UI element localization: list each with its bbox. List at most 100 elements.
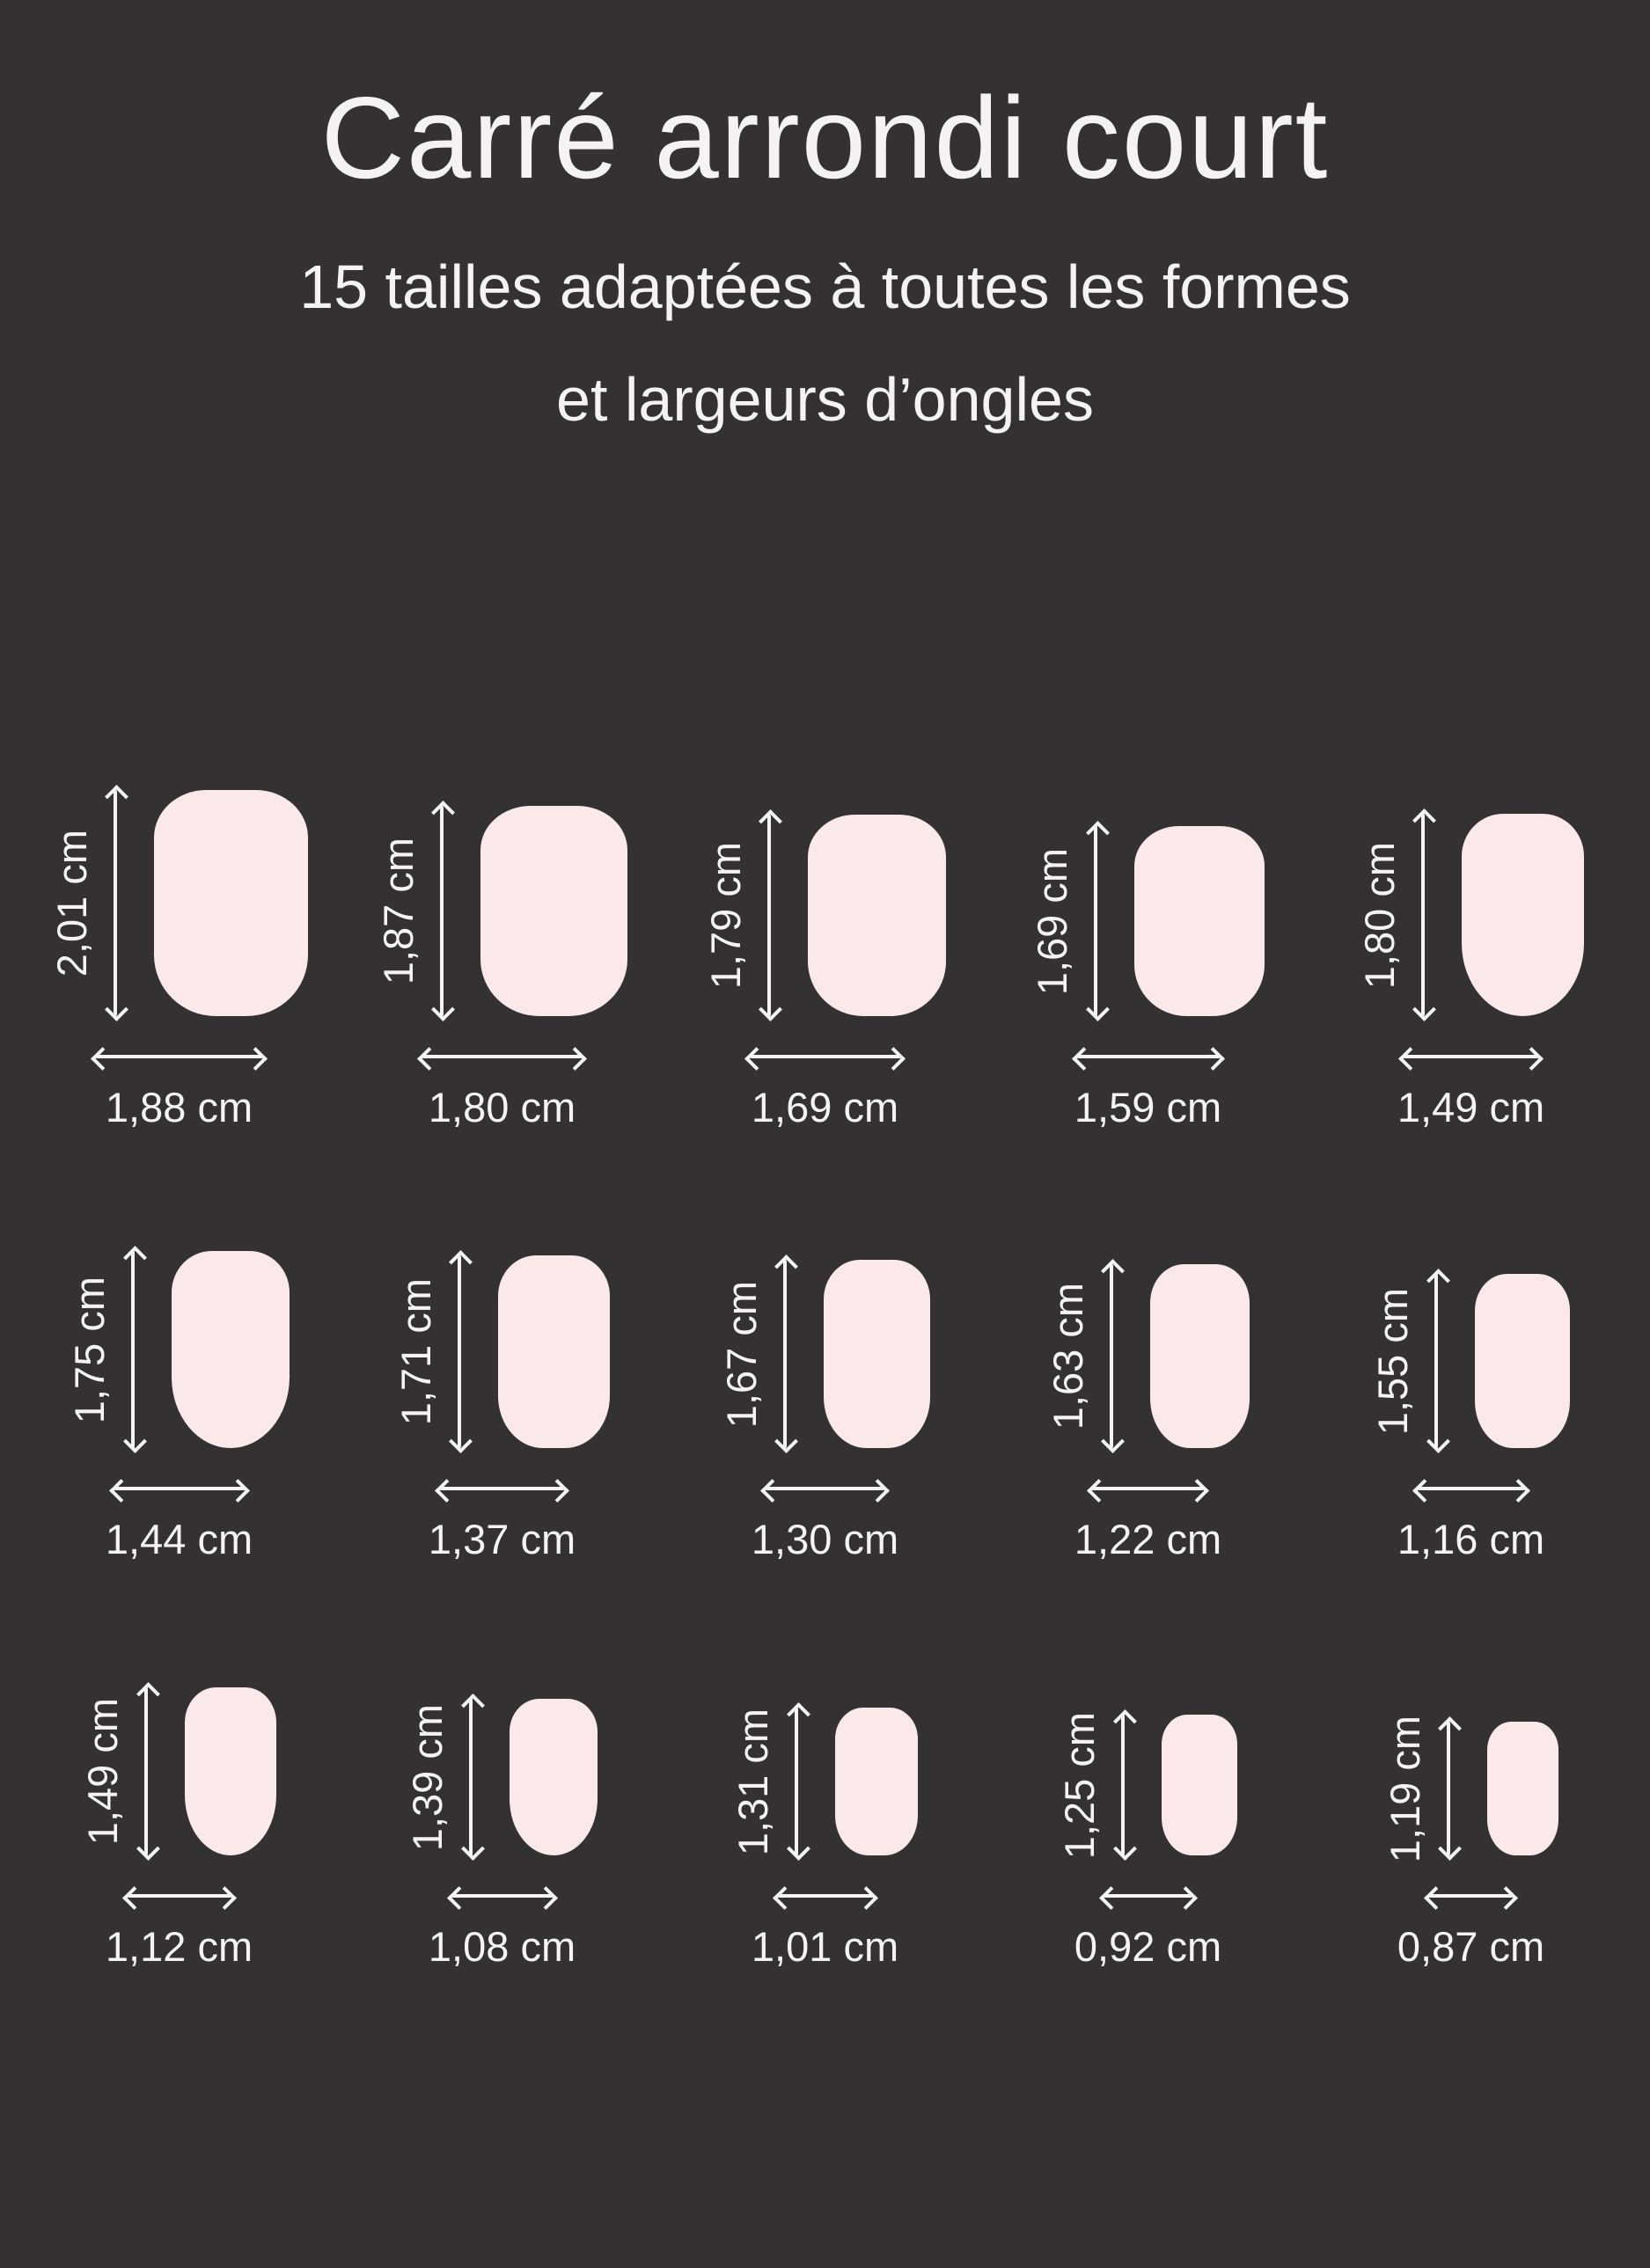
nail-size-cell: 1,55 cm 1,16 cm bbox=[1369, 1274, 1570, 1560]
nail-shape bbox=[1475, 1274, 1570, 1449]
width-label: 1,08 cm bbox=[428, 1923, 576, 1971]
size-row-2: 1,75 cm 1,44 cm 1,71 cm 1,37 cm bbox=[0, 1251, 1650, 1560]
horizontal-arrow-icon bbox=[1404, 1055, 1538, 1059]
width-label: 1,12 cm bbox=[105, 1923, 253, 1971]
subtitle-line-2: et largeurs d’ongles bbox=[556, 365, 1094, 435]
chart-header: Carré arrondi court 15 tailles adaptées … bbox=[0, 69, 1650, 456]
height-measure: 1,63 cm bbox=[1045, 1264, 1113, 1449]
width-label: 1,44 cm bbox=[105, 1516, 253, 1563]
nail-shape bbox=[480, 806, 627, 1017]
nail-shape bbox=[1461, 814, 1584, 1017]
height-label: 1,25 cm bbox=[1056, 1711, 1103, 1859]
vertical-arrow-icon bbox=[782, 1260, 787, 1449]
nail-size-cell: 2,01 cm 1,88 cm bbox=[48, 790, 308, 1131]
height-label: 1,67 cm bbox=[717, 1280, 765, 1428]
measure-group: 1,39 cm bbox=[404, 1699, 598, 1856]
measure-group: 1,19 cm bbox=[1382, 1716, 1558, 1862]
height-label: 1,69 cm bbox=[1029, 847, 1075, 995]
measure-group: 1,79 cm bbox=[702, 815, 946, 1017]
nail-shape bbox=[835, 1708, 918, 1856]
width-label: 1,80 cm bbox=[428, 1084, 576, 1131]
nail-shape bbox=[185, 1687, 276, 1856]
width-label: 1,69 cm bbox=[751, 1084, 899, 1131]
height-label: 1,87 cm bbox=[374, 838, 422, 985]
nail-shape bbox=[807, 815, 946, 1017]
nail-shape bbox=[1486, 1722, 1558, 1856]
horizontal-arrow-icon bbox=[127, 1894, 231, 1899]
height-label: 1,71 cm bbox=[392, 1278, 439, 1426]
measure-group: 1,75 cm bbox=[66, 1251, 290, 1449]
height-label: 1,55 cm bbox=[1369, 1287, 1416, 1435]
height-measure: 1,31 cm bbox=[730, 1708, 798, 1856]
width-label: 1,49 cm bbox=[1397, 1084, 1545, 1131]
height-measure: 1,87 cm bbox=[374, 806, 444, 1017]
vertical-arrow-icon bbox=[1446, 1722, 1450, 1856]
horizontal-arrow-icon bbox=[1417, 1487, 1525, 1491]
measure-group: 1,25 cm bbox=[1056, 1712, 1237, 1859]
vertical-arrow-icon bbox=[457, 1255, 461, 1449]
nail-size-chart: Carré arrondi court 15 tailles adaptées … bbox=[0, 69, 1650, 1967]
nail-size-cell: 1,69 cm 1,59 cm bbox=[1029, 826, 1265, 1128]
horizontal-arrow-icon bbox=[422, 1055, 582, 1059]
horizontal-arrow-icon bbox=[766, 1487, 884, 1491]
height-measure: 1,75 cm bbox=[66, 1251, 135, 1449]
measure-group: 1,80 cm bbox=[1355, 814, 1584, 1017]
height-label: 1,49 cm bbox=[79, 1698, 126, 1846]
vertical-arrow-icon bbox=[1094, 826, 1097, 1017]
width-label: 1,88 cm bbox=[105, 1084, 253, 1131]
vertical-arrow-icon bbox=[795, 1708, 798, 1856]
vertical-arrow-icon bbox=[113, 790, 117, 1017]
nail-size-cell: 1,67 cm 1,30 cm bbox=[717, 1260, 930, 1563]
horizontal-arrow-icon bbox=[777, 1894, 873, 1899]
measure-group: 1,55 cm bbox=[1369, 1274, 1570, 1449]
size-row-3: 1,49 cm 1,12 cm 1,39 cm 1,08 cm bbox=[0, 1687, 1650, 1967]
nail-size-cell: 1,31 cm 1,01 cm bbox=[730, 1708, 918, 1967]
nail-size-cell: 1,87 cm 1,80 cm bbox=[374, 806, 627, 1131]
vertical-arrow-icon bbox=[131, 1251, 135, 1449]
vertical-arrow-icon bbox=[439, 806, 444, 1017]
height-measure: 1,19 cm bbox=[1382, 1716, 1450, 1862]
height-measure: 1,49 cm bbox=[79, 1687, 148, 1856]
measure-group: 1,49 cm bbox=[79, 1687, 276, 1856]
horizontal-arrow-icon bbox=[451, 1894, 553, 1899]
measure-group: 1,67 cm bbox=[717, 1260, 930, 1449]
height-label: 1,31 cm bbox=[730, 1708, 776, 1855]
width-label: 1,37 cm bbox=[428, 1516, 576, 1563]
nail-size-cell: 1,49 cm 1,12 cm bbox=[79, 1687, 276, 1971]
horizontal-arrow-icon bbox=[1104, 1894, 1192, 1899]
nail-shape bbox=[510, 1699, 598, 1856]
horizontal-arrow-icon bbox=[96, 1055, 262, 1059]
page-title: Carré arrondi court bbox=[320, 73, 1330, 202]
height-measure: 1,71 cm bbox=[392, 1255, 461, 1449]
measure-group: 1,31 cm bbox=[730, 1708, 918, 1856]
height-measure: 2,01 cm bbox=[48, 790, 117, 1017]
height-measure: 1,80 cm bbox=[1355, 814, 1425, 1017]
measure-group: 1,71 cm bbox=[392, 1255, 610, 1449]
vertical-arrow-icon bbox=[144, 1687, 148, 1856]
height-label: 1,19 cm bbox=[1381, 1715, 1428, 1862]
nail-size-cell: 1,79 cm 1,69 cm bbox=[702, 815, 946, 1131]
nail-size-cell: 1,63 cm 1,22 cm bbox=[1045, 1264, 1250, 1563]
height-label: 2,01 cm bbox=[48, 830, 95, 977]
measure-group: 1,87 cm bbox=[374, 806, 627, 1017]
nail-shape bbox=[153, 790, 308, 1017]
nail-shape bbox=[1134, 826, 1265, 1017]
horizontal-arrow-icon bbox=[1429, 1894, 1513, 1899]
vertical-arrow-icon bbox=[1420, 814, 1425, 1017]
height-measure: 1,55 cm bbox=[1369, 1274, 1438, 1449]
vertical-arrow-icon bbox=[1109, 1264, 1113, 1449]
vertical-arrow-icon bbox=[1434, 1274, 1438, 1449]
horizontal-arrow-icon bbox=[440, 1487, 564, 1491]
vertical-arrow-icon bbox=[469, 1699, 473, 1856]
nail-shape bbox=[172, 1251, 290, 1449]
height-measure: 1,69 cm bbox=[1029, 826, 1097, 1017]
height-label: 1,39 cm bbox=[404, 1703, 451, 1851]
nail-size-cell: 1,71 cm 1,37 cm bbox=[392, 1255, 610, 1563]
horizontal-arrow-icon bbox=[114, 1487, 245, 1491]
height-label: 1,80 cm bbox=[1355, 841, 1403, 989]
horizontal-arrow-icon bbox=[1076, 1055, 1220, 1059]
width-label: 1,30 cm bbox=[751, 1516, 899, 1563]
nail-size-cell: 1,75 cm 1,44 cm bbox=[66, 1251, 290, 1563]
height-measure: 1,67 cm bbox=[717, 1260, 787, 1449]
width-label: 1,22 cm bbox=[1074, 1516, 1222, 1563]
